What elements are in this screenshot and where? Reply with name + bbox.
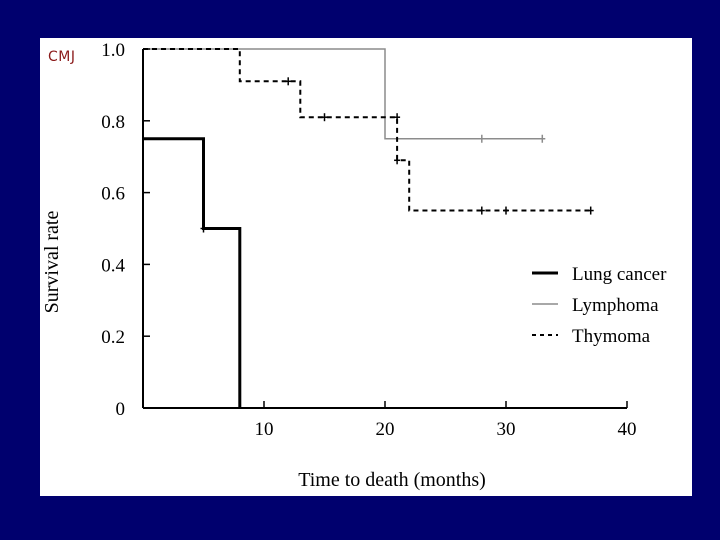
y-tick-label: 0 [116, 399, 126, 420]
series-line-1 [143, 48, 543, 140]
y-axis-label: Survival rate [41, 211, 63, 314]
survival-chart: 10 20 30 40 0 0.2 0.4 0.6 0.8 1.0 Time to death (… [41, 40, 667, 491]
series-line-2 [143, 48, 591, 212]
x-tick-label: 20 [376, 419, 395, 440]
y-tick-label: 1.0 [101, 40, 125, 61]
y-tick-label: 0.6 [101, 184, 125, 205]
y-tick-label: 0.4 [101, 255, 125, 276]
legend-label: Lymphoma [572, 295, 659, 316]
legend-label: Lung cancer [572, 264, 667, 285]
x-tick-label: 30 [497, 419, 516, 440]
chart-panel: CMJ 10 20 30 40 0 0.2 0.4 0.6 0.8 1.0 Time to dea… [40, 38, 692, 496]
y-tick-label: 0.8 [101, 112, 125, 133]
x-axis-label: Time to death (months) [298, 469, 486, 491]
legend-label: Thymoma [572, 326, 651, 347]
journal-logo: CMJ [48, 49, 76, 65]
legend: Lung cancer Lymphoma Thymoma [532, 264, 667, 347]
series-line-0 [143, 137, 242, 408]
x-tick-label: 40 [618, 419, 637, 440]
y-tick-label: 0.2 [101, 327, 125, 348]
x-tick-label: 10 [255, 419, 274, 440]
